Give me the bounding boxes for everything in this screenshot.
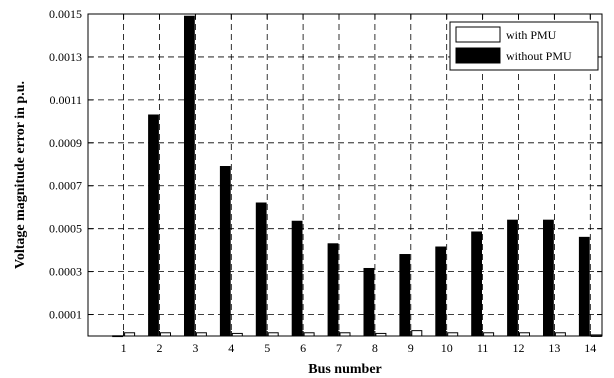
x-tick-label: 3 <box>192 341 198 355</box>
bar-without-pmu <box>578 236 590 337</box>
bar-series <box>112 15 602 338</box>
y-tick-label: 0.0007 <box>49 179 82 193</box>
x-tick-label: 2 <box>157 341 163 355</box>
bar-without-pmu <box>471 231 483 337</box>
bar-without-pmu <box>327 243 339 337</box>
x-tick-label: 12 <box>513 341 525 355</box>
bar-with-pmu <box>411 330 423 337</box>
bar-without-pmu <box>363 267 375 337</box>
x-tick-label: 9 <box>408 341 414 355</box>
y-tick-label: 0.0009 <box>49 136 82 150</box>
x-tick-label: 13 <box>548 341 560 355</box>
y-tick-label: 0.0015 <box>49 7 82 21</box>
legend: with PMU without PMU <box>449 21 599 71</box>
axis-ticks: 0.0001 0.0003 0.0005 0.0007 0.0009 0.0011 0.00… <box>49 7 602 355</box>
bar-without-pmu <box>255 202 267 337</box>
bar-without-pmu <box>507 219 518 337</box>
x-tick-label: 4 <box>228 341 234 355</box>
y-axis-title: Voltage magnitude error in p.u. <box>13 81 28 269</box>
plot-area-frame <box>87 13 603 337</box>
x-axis-title: Bus number <box>308 362 382 377</box>
y-tick-label: 0.0013 <box>49 50 82 64</box>
bar-without-pmu <box>543 219 554 337</box>
y-tick-label: 0.0003 <box>49 265 82 279</box>
legend-label: with PMU <box>506 28 557 42</box>
bar-without-pmu <box>291 220 303 337</box>
y-tick-label: 0.0001 <box>49 308 82 322</box>
bar-without-pmu <box>219 166 231 337</box>
legend-label: without PMU <box>506 49 572 63</box>
x-tick-label: 5 <box>264 341 270 355</box>
y-tick-label: 0.0011 <box>49 93 82 107</box>
x-tick-label: 10 <box>441 341 453 355</box>
x-tick-label: 6 <box>300 341 306 355</box>
legend-swatch <box>455 47 501 64</box>
x-tick-label: 14 <box>584 341 596 355</box>
bar-without-pmu <box>148 114 159 337</box>
bar-without-pmu <box>399 254 411 337</box>
x-tick-label: 8 <box>372 341 378 355</box>
bar-without-pmu <box>183 15 195 337</box>
bar-without-pmu <box>435 246 447 337</box>
x-tick-label: 1 <box>121 341 127 355</box>
legend-swatch <box>455 26 501 43</box>
x-tick-label: 7 <box>336 341 342 355</box>
y-tick-label: 0.0005 <box>49 222 82 236</box>
x-tick-label: 11 <box>477 341 489 355</box>
